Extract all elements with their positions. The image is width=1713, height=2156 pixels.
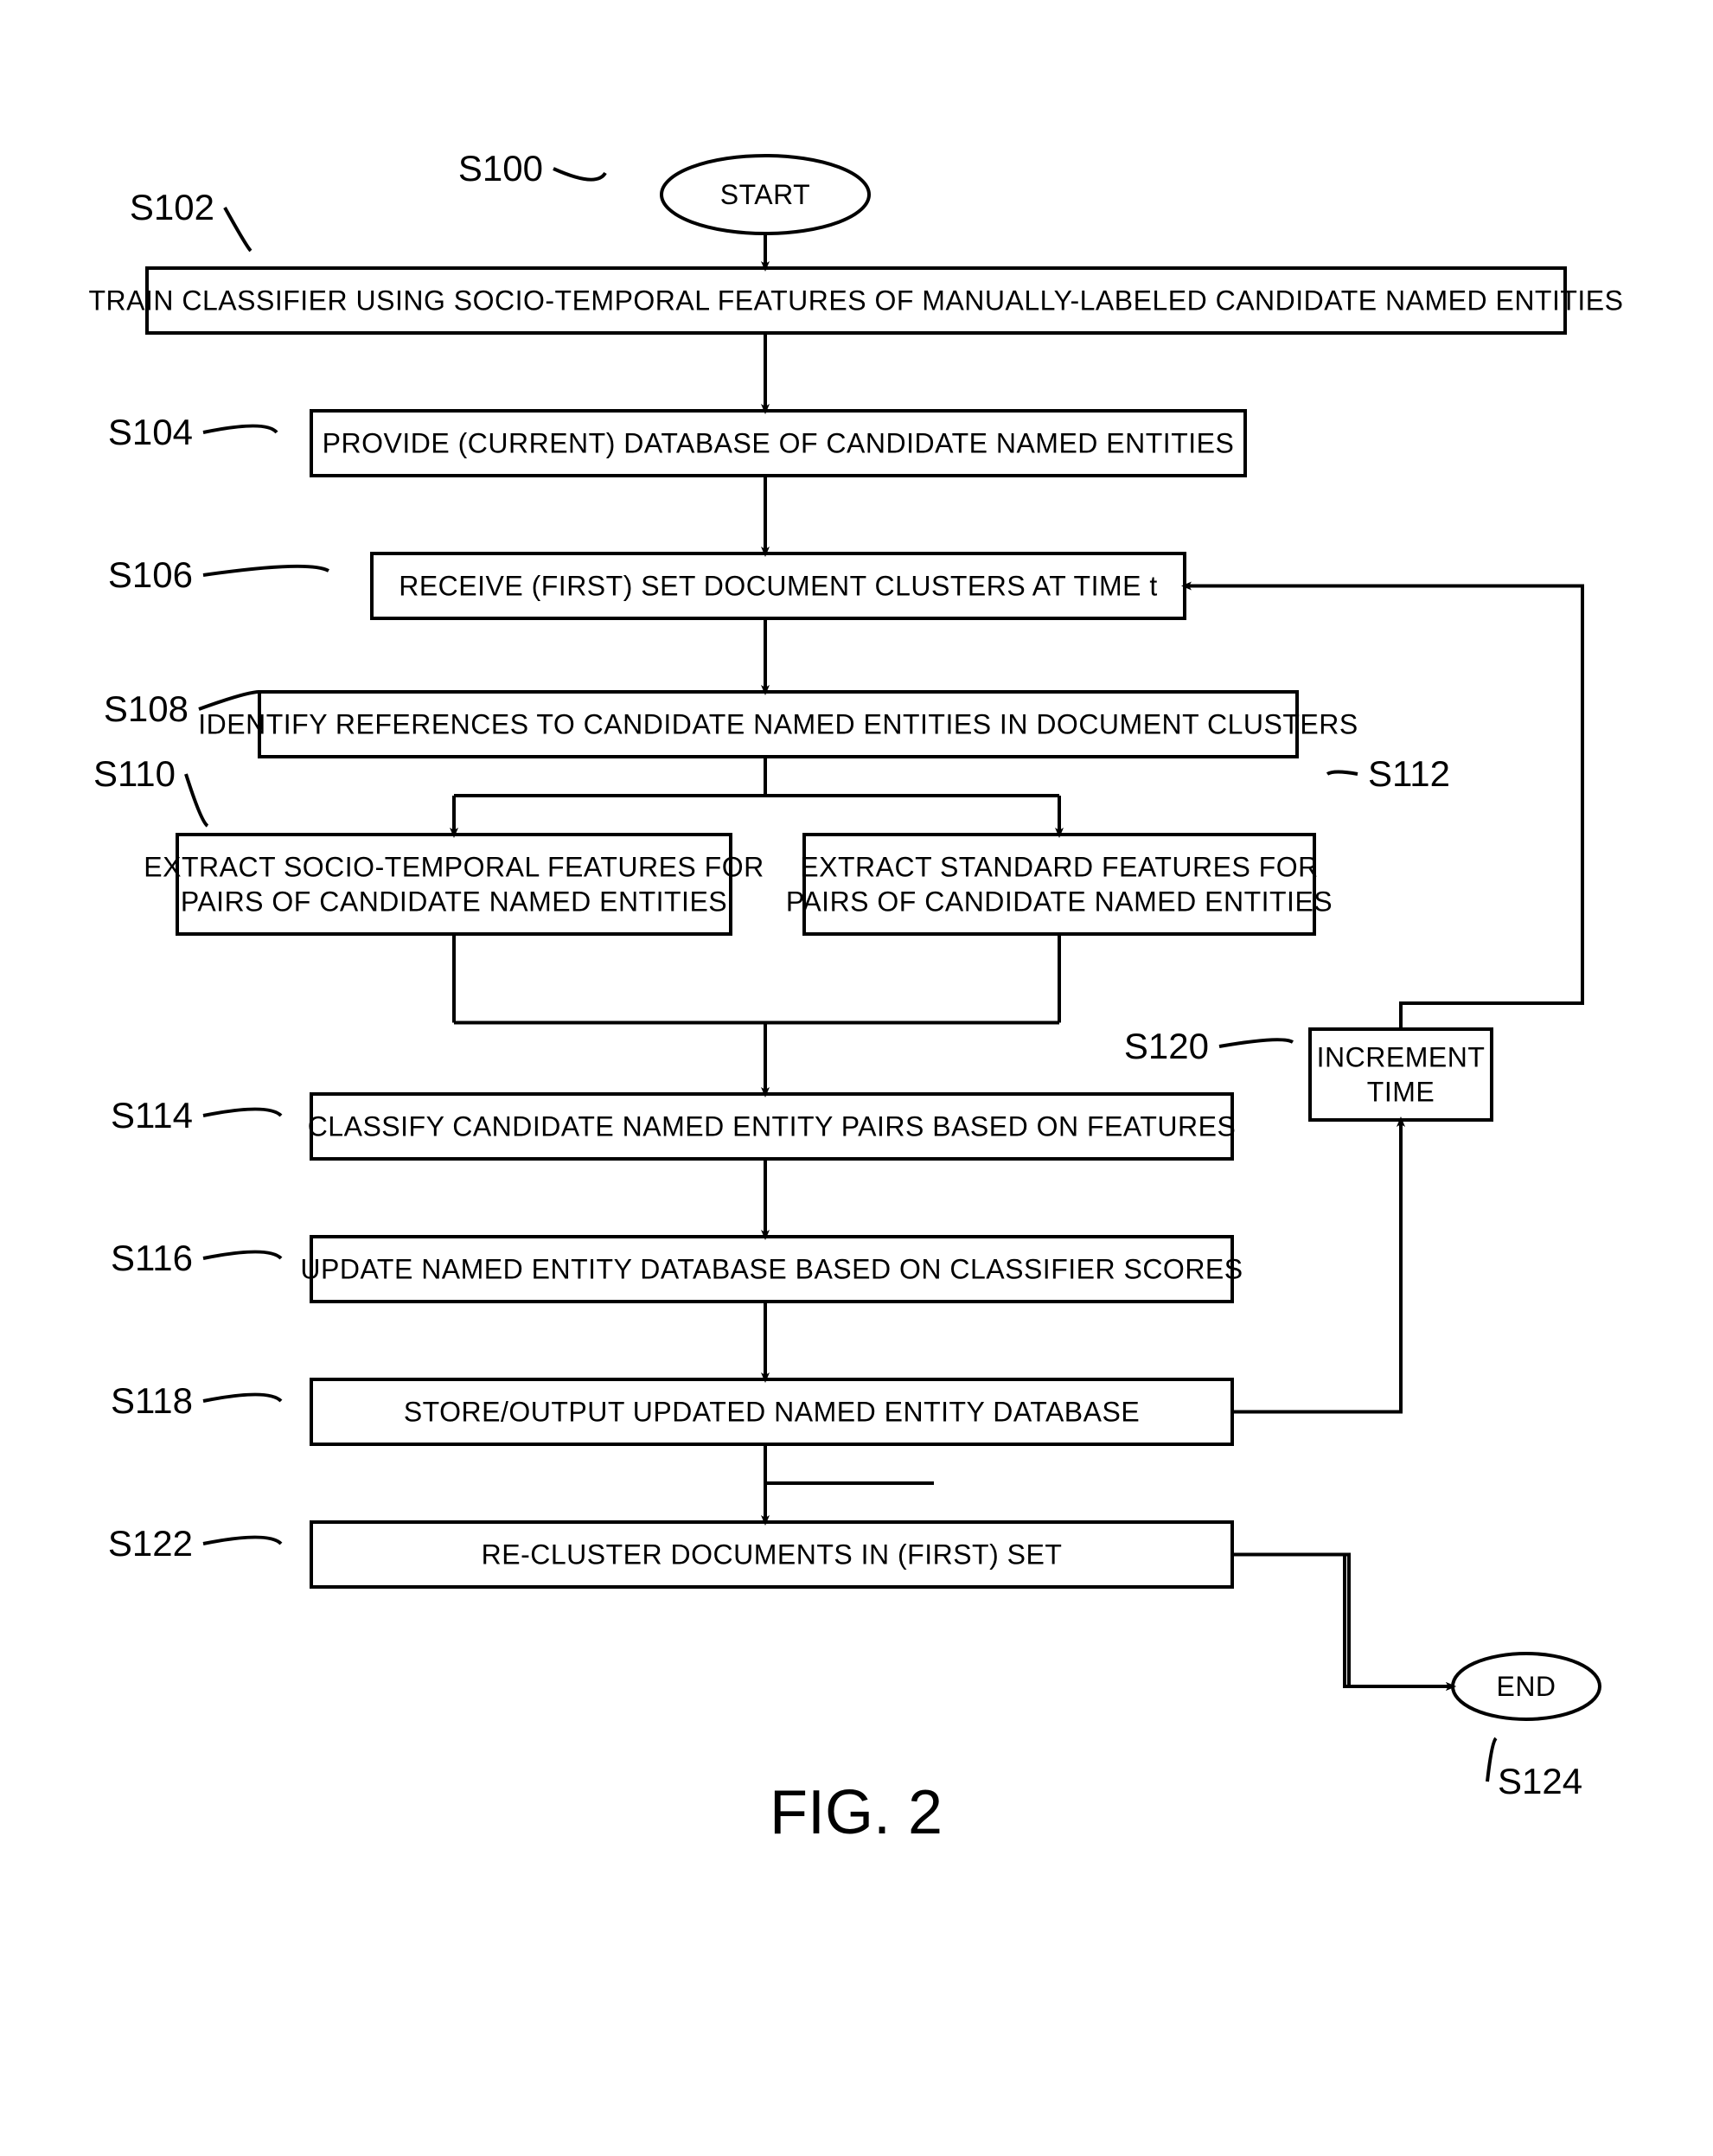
start-terminal: START <box>662 156 869 234</box>
s106-box-text: RECEIVE (FIRST) SET DOCUMENT CLUSTERS AT… <box>399 571 1158 602</box>
s102-box: TRAIN CLASSIFIER USING SOCIO-TEMPORAL FE… <box>89 268 1624 333</box>
flowchart: START END TRAIN CLASSIFIER USING SOCIO-TEM… <box>0 0 1713 1903</box>
s102-id: S102 <box>130 187 214 227</box>
s118-leader <box>203 1395 281 1402</box>
s110-box: EXTRACT SOCIO-TEMPORAL FEATURES FORPAIRS… <box>144 835 764 934</box>
s106-leader <box>203 566 329 575</box>
s114-id: S114 <box>111 1095 193 1136</box>
s110-leader <box>186 774 208 826</box>
s114-box: CLASSIFY CANDIDATE NAMED ENTITY PAIRS BA… <box>308 1094 1237 1159</box>
s108-box: IDENTIFY REFERENCES TO CANDIDATE NAMED E… <box>198 692 1358 757</box>
s108-leader <box>199 692 259 709</box>
s104-leader <box>203 426 277 433</box>
s110-box-text-1: PAIRS OF CANDIDATE NAMED ENTITIES <box>181 886 727 918</box>
s114-box-text: CLASSIFY CANDIDATE NAMED ENTITY PAIRS BA… <box>308 1111 1237 1142</box>
s108-box-text: IDENTIFY REFERENCES TO CANDIDATE NAMED E… <box>198 709 1358 740</box>
s114-leader <box>203 1110 281 1116</box>
s122-box-text: RE-CLUSTER DOCUMENTS IN (FIRST) SET <box>482 1539 1063 1571</box>
s118-box: STORE/OUTPUT UPDATED NAMED ENTITY DATABA… <box>311 1379 1232 1444</box>
s110-id: S110 <box>93 753 176 794</box>
s122-id: S122 <box>108 1523 193 1564</box>
s118-box-text: STORE/OUTPUT UPDATED NAMED ENTITY DATABA… <box>404 1397 1140 1428</box>
s106-id: S106 <box>108 554 193 595</box>
s116-box: UPDATE NAMED ENTITY DATABASE BASED ON CL… <box>300 1237 1243 1302</box>
figure-caption: FIG. 2 <box>770 1778 943 1847</box>
start-terminal-label: START <box>720 179 810 210</box>
s102-leader <box>225 208 251 251</box>
s118-id: S118 <box>111 1380 193 1421</box>
s116-id: S116 <box>111 1238 193 1278</box>
s104-box: PROVIDE (CURRENT) DATABASE OF CANDIDATE … <box>311 411 1245 476</box>
s120-box-text-1: TIME <box>1367 1077 1435 1108</box>
s122-box: RE-CLUSTER DOCUMENTS IN (FIRST) SET <box>311 1522 1232 1587</box>
s112-leader <box>1327 772 1358 775</box>
s120-id: S120 <box>1124 1026 1209 1066</box>
s120-leader <box>1219 1040 1293 1046</box>
arrow-s120-s106 <box>1185 586 1582 1030</box>
s104-box-text: PROVIDE (CURRENT) DATABASE OF CANDIDATE … <box>323 428 1235 459</box>
s112-id: S112 <box>1368 753 1450 794</box>
s110-box-text-0: EXTRACT SOCIO-TEMPORAL FEATURES FOR <box>144 852 764 883</box>
s108-id: S108 <box>104 688 189 729</box>
s124-leader <box>1487 1738 1496 1782</box>
arrow-s122-to-end <box>1232 1555 1453 1687</box>
s100-id: S100 <box>458 148 543 189</box>
s106-box: RECEIVE (FIRST) SET DOCUMENT CLUSTERS AT… <box>372 553 1185 618</box>
s112-box-text-0: EXTRACT STANDARD FEATURES FOR <box>800 852 1318 883</box>
s102-box-text: TRAIN CLASSIFIER USING SOCIO-TEMPORAL FE… <box>89 285 1624 317</box>
s116-leader <box>203 1252 281 1259</box>
s112-box-text-1: PAIRS OF CANDIDATE NAMED ENTITIES <box>786 886 1333 918</box>
s116-box-text: UPDATE NAMED ENTITY DATABASE BASED ON CL… <box>300 1254 1243 1285</box>
arrow-s122-end <box>1232 1555 1453 1687</box>
end-terminal-label: END <box>1496 1671 1556 1702</box>
s122-leader <box>203 1538 281 1545</box>
end-terminal: END <box>1453 1654 1600 1719</box>
s100-leader <box>553 169 605 180</box>
s112-box: EXTRACT STANDARD FEATURES FORPAIRS OF CA… <box>786 835 1333 934</box>
s120-box-text-0: INCREMENT <box>1317 1042 1486 1073</box>
path-s118-s120 <box>1232 1120 1401 1412</box>
s124-id: S124 <box>1498 1761 1582 1801</box>
s120-box: INCREMENT TIME <box>1310 1029 1492 1120</box>
s104-id: S104 <box>108 412 193 452</box>
